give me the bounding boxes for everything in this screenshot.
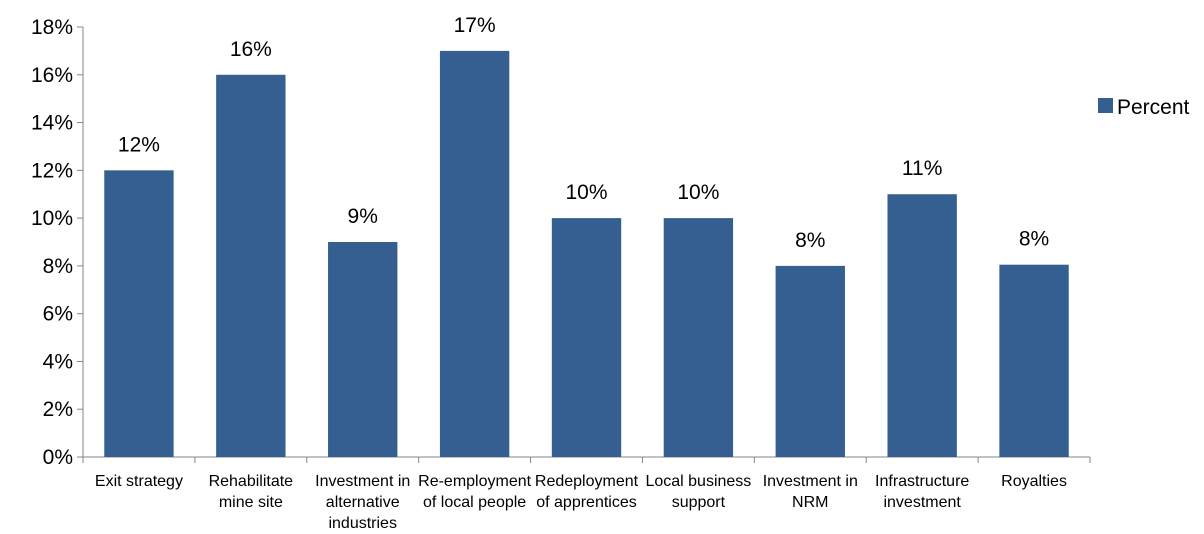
x-category-label: Local business support xyxy=(645,473,751,511)
x-category-label-line: mine site xyxy=(219,494,283,511)
x-category-label-line: Investment in xyxy=(763,473,858,490)
x-category-label-line: Rehabilitate xyxy=(209,473,294,490)
x-category-label: Rehabilitate mine site xyxy=(209,473,294,511)
bars xyxy=(104,50,1069,458)
x-category-label: Infrastructure investment xyxy=(875,473,969,511)
data-label: 17% xyxy=(454,14,496,37)
legend-label-percent: Percent xyxy=(1117,96,1190,119)
bar xyxy=(216,74,286,458)
data-labels: 12% 16% 9% 17% 10% 10% 8% 11% 8% xyxy=(118,14,1049,252)
x-category-label-line: investment xyxy=(883,494,961,511)
legend: Percent xyxy=(1098,96,1190,119)
x-category-label-line: Local business xyxy=(645,473,751,490)
bar xyxy=(328,242,398,457)
legend-swatch-percent xyxy=(1098,98,1113,113)
y-tick-label: 14% xyxy=(31,112,73,135)
y-tick-label: 8% xyxy=(43,255,73,278)
bar xyxy=(663,218,734,457)
x-category-label-line: Re-employment xyxy=(418,473,531,490)
x-category-label: Re-employment of local people xyxy=(418,473,531,511)
x-category-label-line: Investment in xyxy=(315,473,410,490)
x-category-label-line: of apprentices xyxy=(536,494,637,511)
bar xyxy=(999,264,1069,457)
data-label: 16% xyxy=(230,38,272,61)
x-category-label-line: industries xyxy=(328,515,396,532)
y-tick-label: 18% xyxy=(31,16,73,39)
x-category-label: Investment in alternative industries xyxy=(315,473,410,532)
data-label: 8% xyxy=(795,229,825,252)
x-category-label-line: support xyxy=(672,494,726,511)
bar xyxy=(439,50,510,458)
y-tick-label: 6% xyxy=(43,303,73,326)
y-tick-label: 16% xyxy=(31,64,73,87)
bar xyxy=(551,218,622,457)
data-label: 12% xyxy=(118,133,160,156)
x-category-label-line: of local people xyxy=(423,494,526,511)
bar xyxy=(104,170,174,458)
x-category-label: Investment in NRM xyxy=(763,473,858,511)
data-label: 8% xyxy=(1019,228,1049,251)
x-category-label-line: Royalties xyxy=(1001,473,1067,490)
bar xyxy=(887,194,957,457)
y-tick-label: 12% xyxy=(31,159,73,182)
bar xyxy=(775,265,845,457)
y-tick-label: 2% xyxy=(43,398,73,421)
x-category-label-line: NRM xyxy=(792,494,828,511)
data-label: 10% xyxy=(565,181,607,204)
x-category-label: Royalties xyxy=(1001,473,1067,490)
x-category-label-line: Exit strategy xyxy=(95,473,183,490)
x-category-label: Redeployment of apprentices xyxy=(535,473,639,511)
y-tick-label: 0% xyxy=(43,446,73,469)
x-category-label-line: Redeployment xyxy=(535,473,639,490)
data-label: 11% xyxy=(902,157,942,180)
y-tick-label: 4% xyxy=(43,350,73,373)
x-category-label-line: alternative xyxy=(326,494,400,511)
y-axis: 0% 2% 4% 6% 8% 10% 12% 14% 16% 18% xyxy=(31,16,84,469)
data-label: 10% xyxy=(677,181,719,204)
x-category-label-line: Infrastructure xyxy=(875,473,969,490)
data-label: 9% xyxy=(348,205,378,228)
x-category-label: Exit strategy xyxy=(95,473,183,490)
y-tick-label: 10% xyxy=(31,207,73,230)
x-axis: Exit strategy Rehabilitate mine site Invest… xyxy=(82,456,1091,532)
